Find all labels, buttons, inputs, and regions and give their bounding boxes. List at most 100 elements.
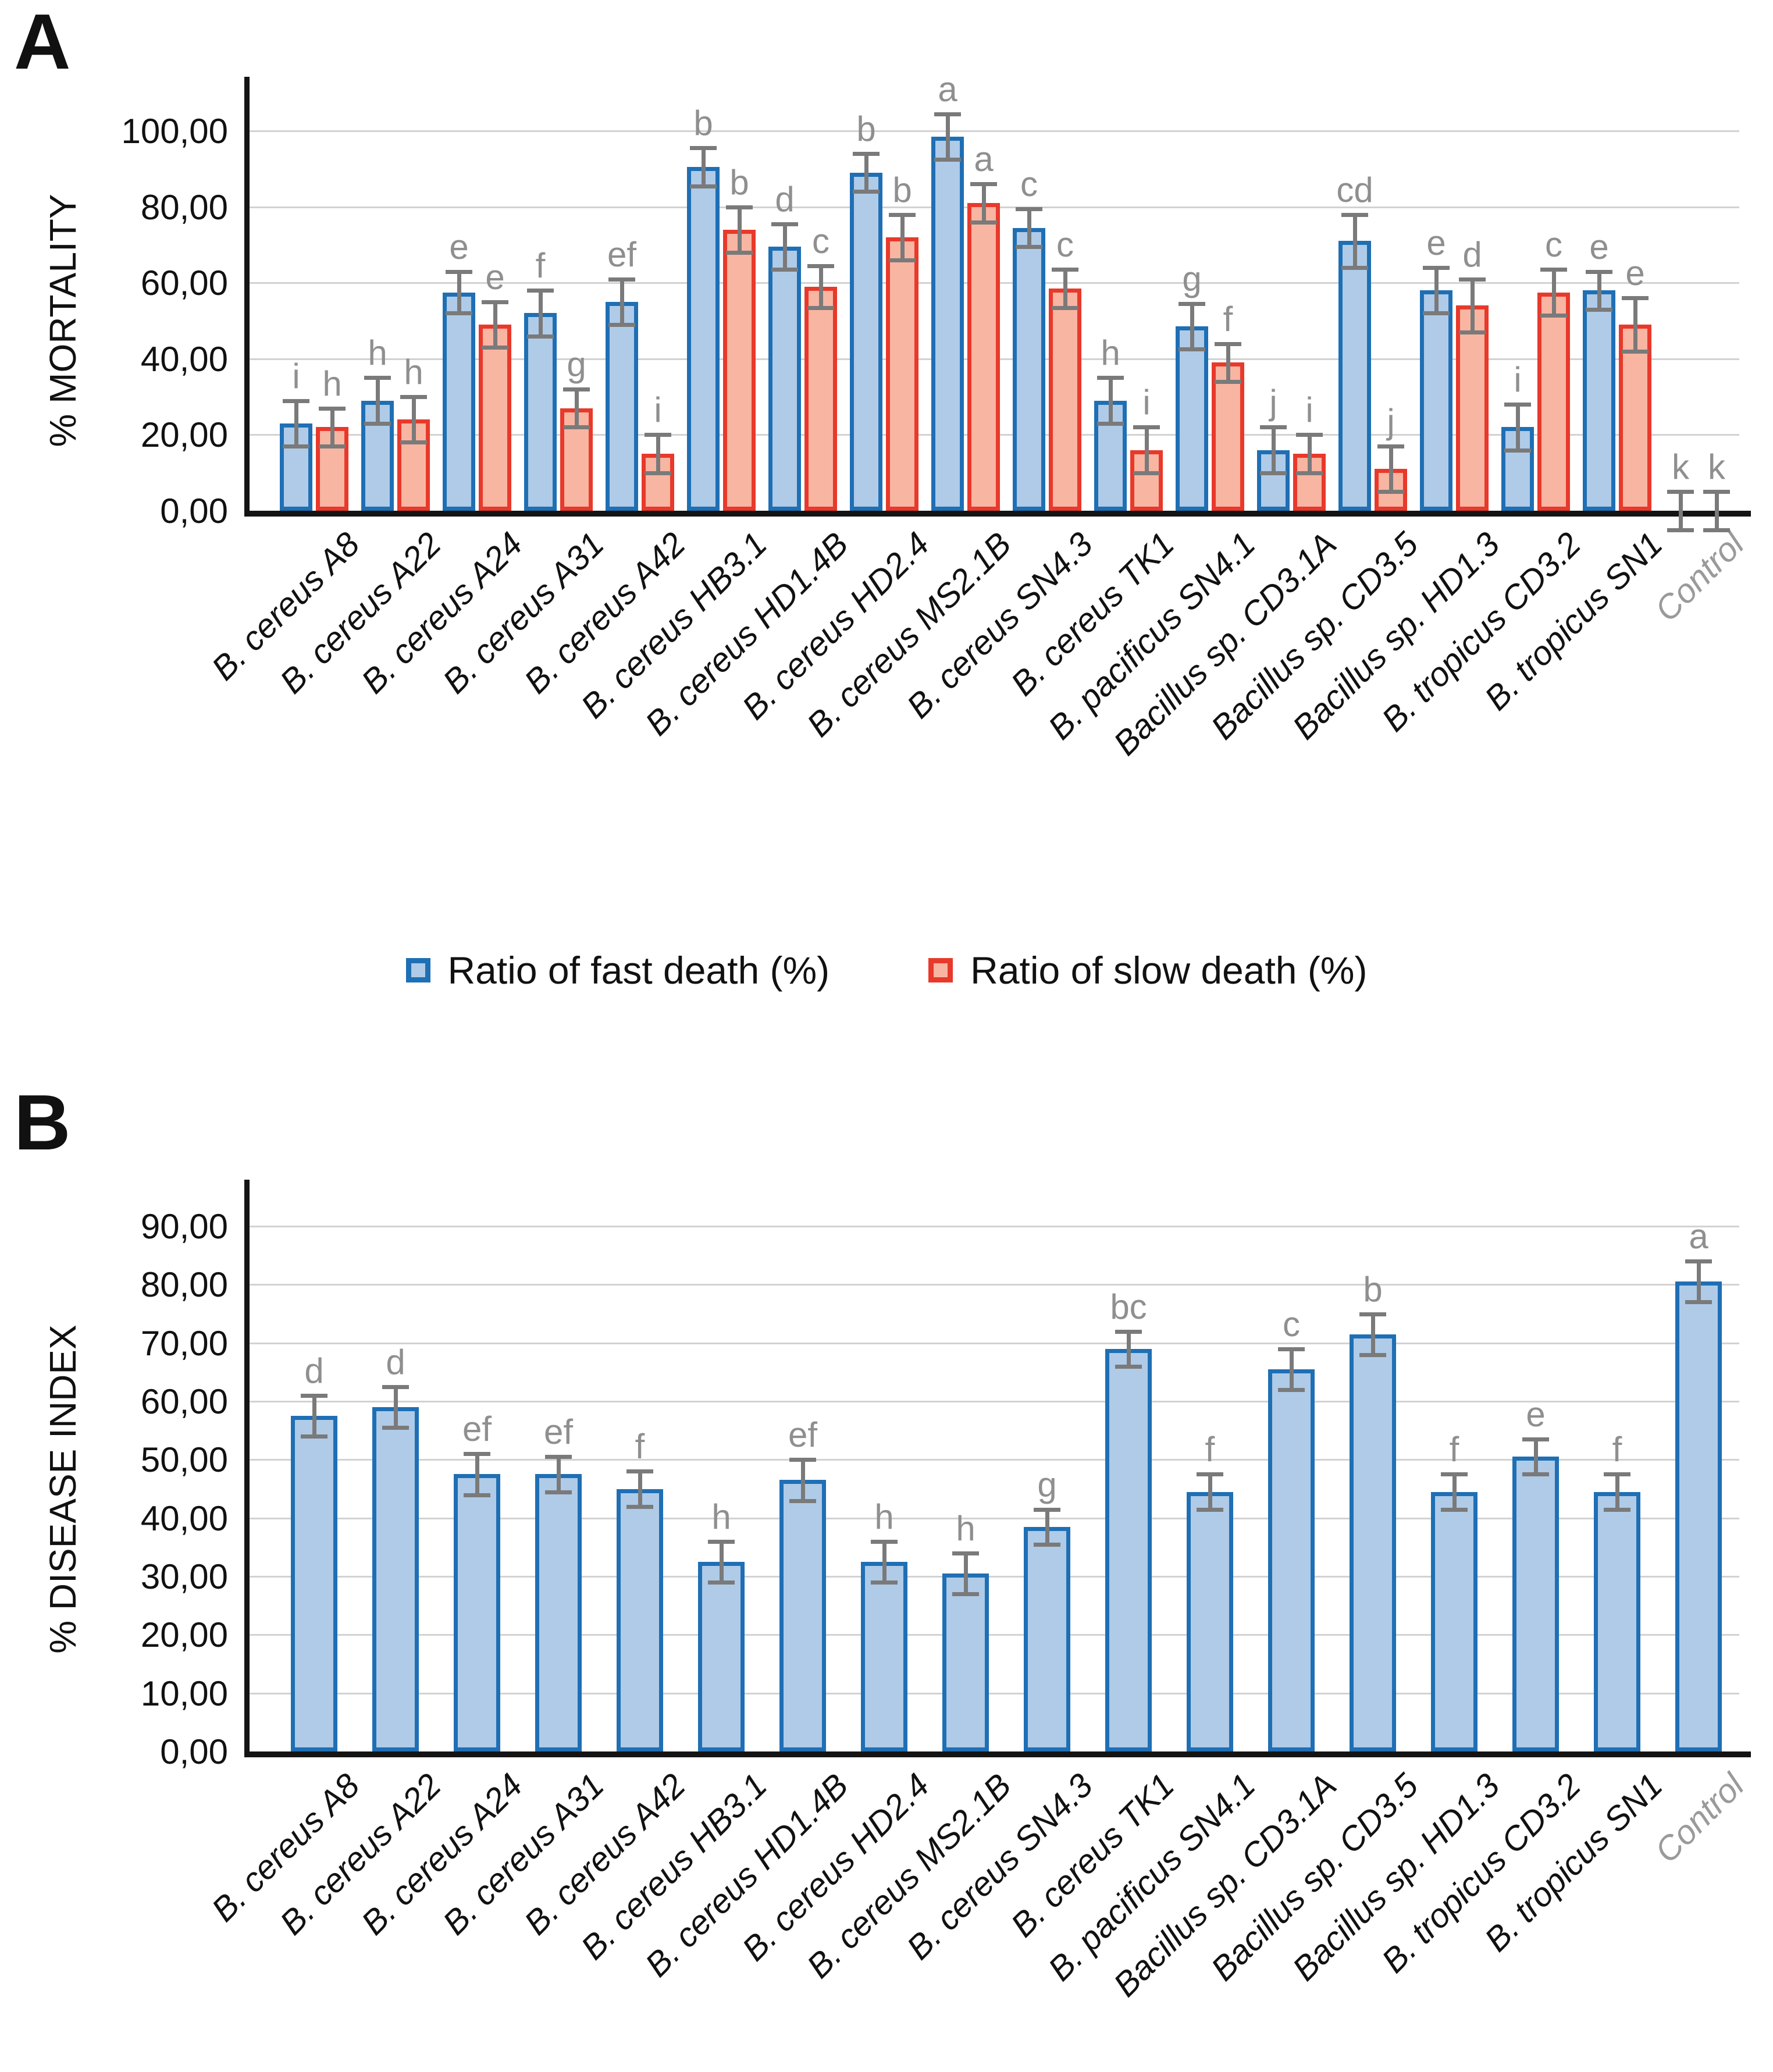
bar-fast-death bbox=[1013, 227, 1045, 511]
significance-letter: j bbox=[1269, 383, 1277, 422]
error-bar bbox=[457, 271, 461, 314]
error-bar-cap bbox=[1685, 1300, 1712, 1305]
error-bar-cap bbox=[1278, 1387, 1305, 1392]
error-bar bbox=[375, 378, 380, 423]
error-bar-cap bbox=[1622, 296, 1649, 301]
error-bar-cap bbox=[789, 1458, 816, 1462]
error-bar bbox=[1126, 1331, 1131, 1366]
significance-letter: g bbox=[1182, 259, 1202, 299]
gridline bbox=[244, 1284, 1739, 1286]
error-bar-cap bbox=[527, 334, 554, 339]
bar-fast-death bbox=[372, 1407, 419, 1751]
error-bar bbox=[556, 1457, 561, 1492]
error-bar-cap bbox=[563, 387, 590, 392]
error-bar-cap bbox=[934, 157, 961, 162]
error-bar-cap bbox=[1260, 471, 1287, 475]
error-bar-cap bbox=[301, 1434, 327, 1439]
error-bar bbox=[882, 1541, 886, 1583]
error-bar-cap bbox=[1586, 307, 1612, 312]
significance-letter: b bbox=[1363, 1269, 1383, 1309]
significance-letter: h bbox=[711, 1497, 731, 1536]
bar-slow-death bbox=[1456, 305, 1489, 511]
bar-fast-death bbox=[768, 247, 801, 511]
bar-fast-death bbox=[1268, 1369, 1315, 1751]
y-tick-label: 80,00 bbox=[140, 187, 228, 227]
error-bar bbox=[1045, 1509, 1049, 1544]
error-bar bbox=[864, 154, 868, 192]
error-bar bbox=[800, 1459, 805, 1501]
error-bar-cap bbox=[446, 269, 472, 274]
error-bar bbox=[981, 184, 986, 222]
error-bar bbox=[574, 389, 579, 428]
y-tick-label: 80,00 bbox=[140, 1265, 228, 1305]
error-bar-cap bbox=[1179, 347, 1205, 352]
error-bar-cap bbox=[1016, 207, 1042, 211]
significance-letter: e bbox=[485, 257, 505, 297]
legend-item-slow-death: Ratio of slow death (%) bbox=[928, 948, 1367, 992]
error-bar-cap bbox=[889, 258, 916, 263]
error-bar bbox=[963, 1553, 968, 1594]
error-bar-cap bbox=[853, 190, 880, 194]
bar-fast-death bbox=[535, 1474, 582, 1751]
bar-slow-death bbox=[479, 325, 511, 511]
error-bar-cap bbox=[1115, 1364, 1142, 1369]
error-bar-cap bbox=[1522, 1472, 1549, 1477]
error-bar-cap bbox=[1278, 1347, 1305, 1351]
error-bar bbox=[1515, 404, 1520, 450]
error-bar-cap bbox=[1604, 1507, 1630, 1512]
error-bar bbox=[411, 397, 416, 443]
error-bar bbox=[1226, 343, 1230, 382]
error-bar-cap bbox=[690, 146, 717, 151]
significance-letter: i bbox=[654, 390, 662, 430]
gridline bbox=[244, 1401, 1739, 1402]
error-bar bbox=[1615, 1474, 1619, 1510]
significance-letter: i bbox=[1514, 360, 1522, 400]
significance-letter: e bbox=[1426, 223, 1446, 263]
significance-letter: h bbox=[874, 1497, 894, 1536]
bar-fast-death bbox=[1176, 326, 1208, 511]
error-bar-cap bbox=[871, 1539, 898, 1544]
error-bar bbox=[782, 223, 787, 270]
significance-letter: a bbox=[1689, 1217, 1708, 1256]
error-bar-cap bbox=[545, 1490, 572, 1494]
panel-a-label: A bbox=[14, 0, 71, 86]
error-bar-cap bbox=[1359, 1312, 1386, 1316]
significance-letter: f bbox=[1223, 299, 1233, 339]
significance-letter: h bbox=[956, 1508, 975, 1548]
significance-letter: k bbox=[1672, 447, 1689, 487]
significance-letter: f bbox=[1205, 1430, 1215, 1469]
error-bar bbox=[1597, 271, 1601, 309]
error-bar bbox=[818, 265, 823, 308]
bar-slow-death bbox=[886, 237, 918, 511]
error-bar-cap bbox=[301, 1393, 327, 1398]
significance-letter: f bbox=[1449, 1430, 1459, 1469]
error-bar-cap bbox=[1703, 528, 1730, 532]
error-bar bbox=[656, 435, 660, 473]
error-bar-cap bbox=[952, 1592, 979, 1597]
error-bar-cap bbox=[708, 1539, 735, 1544]
significance-letter: b bbox=[856, 109, 876, 149]
x-axis-line bbox=[244, 1751, 1751, 1757]
significance-letter: f bbox=[1612, 1430, 1622, 1469]
error-bar-cap bbox=[1052, 268, 1078, 272]
bar-slow-death bbox=[723, 229, 756, 511]
error-bar-cap bbox=[464, 1452, 490, 1457]
error-bar-cap bbox=[1097, 421, 1124, 426]
error-bar bbox=[475, 1454, 479, 1495]
error-bar bbox=[1696, 1261, 1701, 1302]
y-tick-label: 20,00 bbox=[140, 415, 228, 455]
bar-fast-death bbox=[1594, 1491, 1640, 1751]
bar-fast-death bbox=[1431, 1491, 1478, 1751]
error-bar-cap bbox=[807, 264, 834, 268]
significance-letter: c bbox=[812, 221, 829, 261]
y-tick-label: 100,00 bbox=[121, 112, 228, 151]
significance-letter: b bbox=[729, 162, 749, 202]
significance-letter: f bbox=[635, 1427, 645, 1466]
bar-fast-death bbox=[850, 172, 882, 511]
error-bar-cap bbox=[789, 1498, 816, 1503]
error-bar-cap bbox=[400, 440, 427, 445]
bar-slow-death bbox=[1049, 288, 1081, 511]
bar-fast-death bbox=[1420, 290, 1452, 511]
gridline bbox=[244, 1342, 1739, 1344]
bar-fast-death bbox=[1105, 1348, 1152, 1751]
